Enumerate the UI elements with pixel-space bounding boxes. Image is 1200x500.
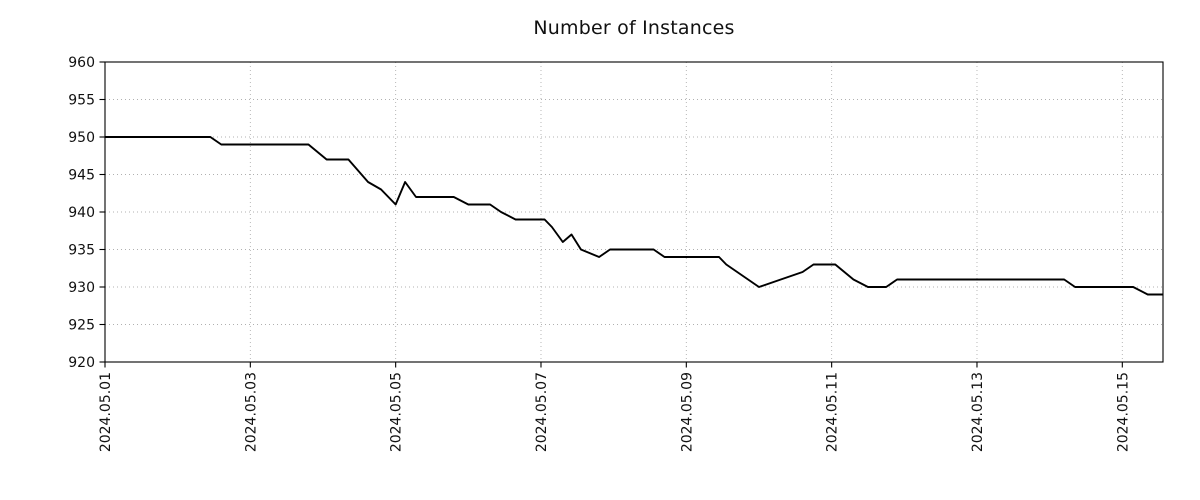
y-tick-label: 925: [68, 318, 95, 334]
y-tick-label: 945: [68, 168, 95, 184]
x-tick-label: 2024.05.07: [534, 372, 550, 452]
x-tick-label: 2024.05.09: [679, 372, 695, 452]
y-tick-label: 940: [68, 205, 95, 221]
x-tick-label: 2024.05.15: [1115, 372, 1131, 452]
x-tick-label: 2024.05.01: [98, 372, 114, 452]
series-line: [105, 136, 1163, 296]
y-tick-label: 930: [68, 280, 95, 296]
y-tick-label: 960: [68, 55, 95, 71]
y-tick-label: 950: [68, 130, 95, 146]
x-tick-label: 2024.05.13: [970, 372, 986, 452]
chart-title: Number of Instances: [533, 17, 735, 39]
x-tick-label: 2024.05.03: [243, 372, 259, 452]
y-tick-label: 920: [68, 355, 95, 371]
x-tick-label: 2024.05.05: [389, 372, 405, 452]
y-tick-label: 935: [68, 243, 95, 259]
x-tick-label: 2024.05.11: [825, 372, 841, 452]
y-tick-label: 955: [68, 93, 95, 109]
